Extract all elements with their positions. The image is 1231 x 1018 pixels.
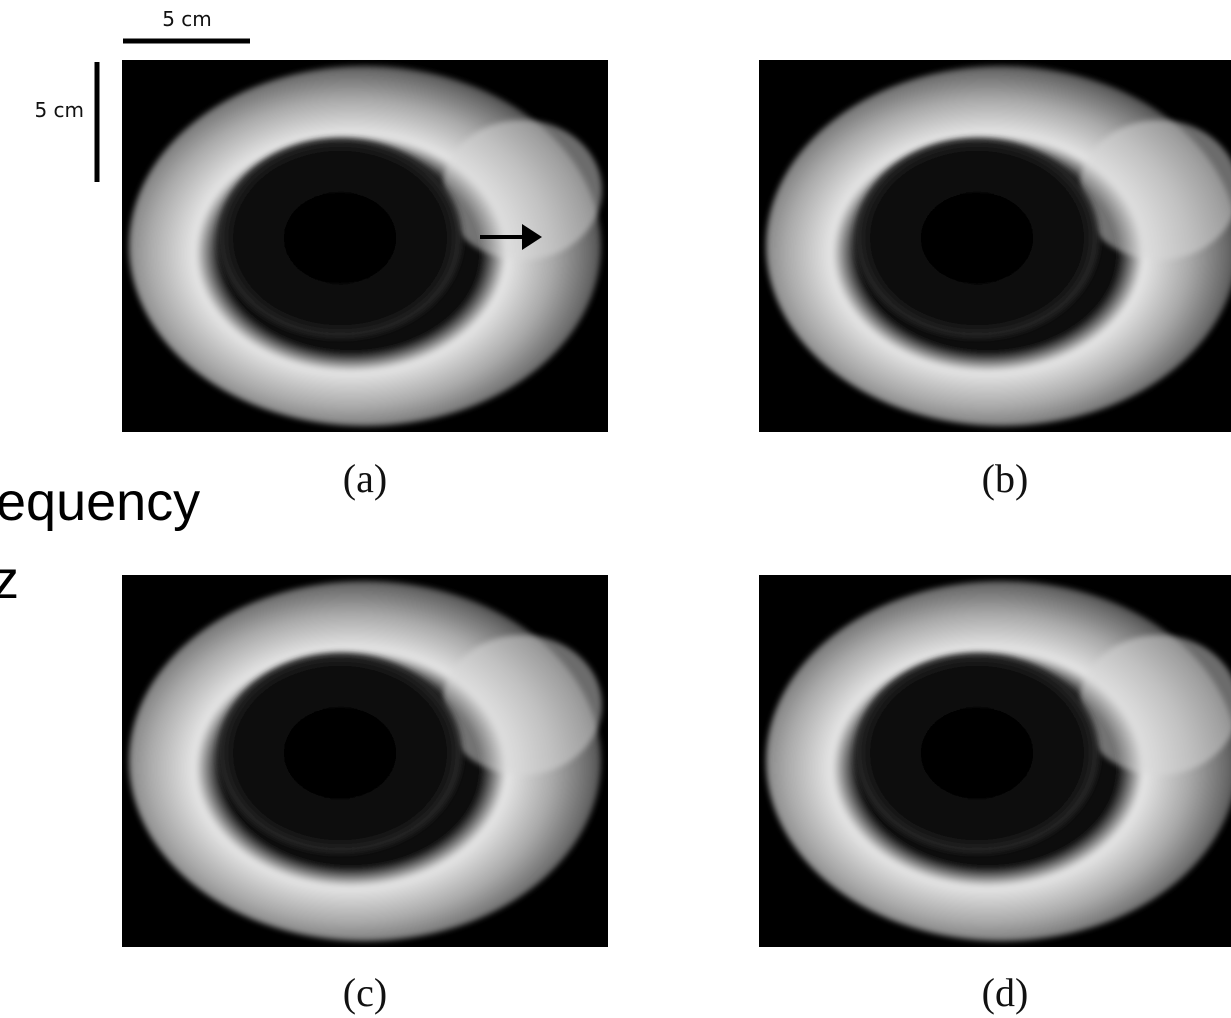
scale-label: 5 cm: [162, 7, 212, 31]
panel-label: (d): [982, 970, 1029, 1015]
panel-label: (c): [343, 970, 387, 1015]
panel-label: (a): [343, 456, 387, 501]
scan-image: [122, 60, 608, 432]
scan-image: [759, 60, 1231, 432]
scale-label: 5 cm: [34, 98, 84, 122]
scan-image: [122, 575, 608, 947]
scan-image: [759, 575, 1231, 947]
arrow: [480, 224, 542, 250]
side-text: z: [0, 550, 19, 610]
panel-label: (b): [982, 456, 1029, 501]
side-text: equency: [0, 472, 200, 532]
